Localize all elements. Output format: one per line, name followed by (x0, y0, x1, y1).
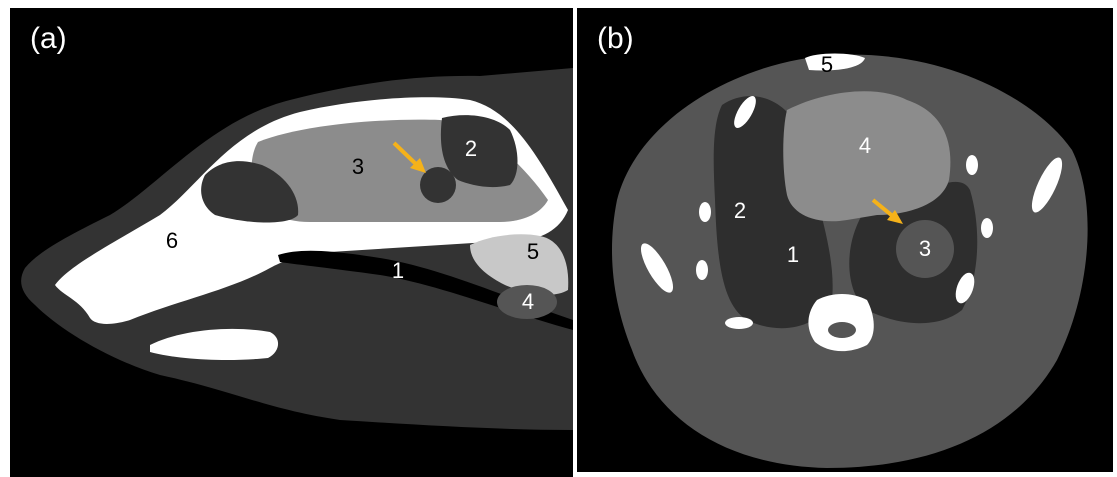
rib-bone (734, 96, 756, 128)
region-2 (440, 115, 518, 188)
rib-bone (696, 260, 708, 280)
panel-a: 1 2 3 4 5 6 (a) (10, 8, 573, 477)
label-1: 1 (787, 242, 799, 267)
label-3: 3 (919, 236, 931, 261)
spinal-canal (828, 322, 856, 338)
region-4 (783, 91, 951, 222)
round-lesion (420, 167, 456, 203)
label-5: 5 (527, 239, 539, 264)
panel-a-image: 1 2 3 4 5 6 (a) (10, 8, 573, 477)
rib-bone (1031, 157, 1063, 213)
panel-tag-b: (b) (597, 22, 634, 55)
label-4: 4 (859, 133, 871, 158)
arrow-icon (392, 141, 426, 173)
label-1: 1 (392, 258, 404, 283)
region-5 (470, 234, 569, 295)
sternum-bone (805, 53, 865, 71)
panel-b-image: 1 2 3 4 5 (b) (577, 8, 1113, 472)
label-6: 6 (166, 228, 178, 253)
label-2: 2 (734, 198, 746, 223)
rib-bone (725, 317, 753, 329)
round-lesion (896, 220, 954, 278)
rib-bone (699, 202, 711, 222)
jaw-bone (150, 328, 279, 360)
region-4 (497, 285, 557, 319)
panel-b: 1 2 3 4 5 (b) (577, 0, 1117, 477)
label-5: 5 (821, 52, 833, 77)
sinus-region (201, 161, 299, 223)
label-2: 2 (465, 136, 477, 161)
rib-bone (966, 155, 978, 175)
panel-tag-a: (a) (30, 22, 67, 55)
label-3: 3 (352, 154, 364, 179)
label-4: 4 (522, 289, 534, 314)
rib-bone (981, 218, 993, 238)
rib-bone (640, 243, 674, 293)
rib-bone (955, 272, 975, 304)
arrow-icon (871, 198, 903, 224)
airway (278, 250, 573, 330)
